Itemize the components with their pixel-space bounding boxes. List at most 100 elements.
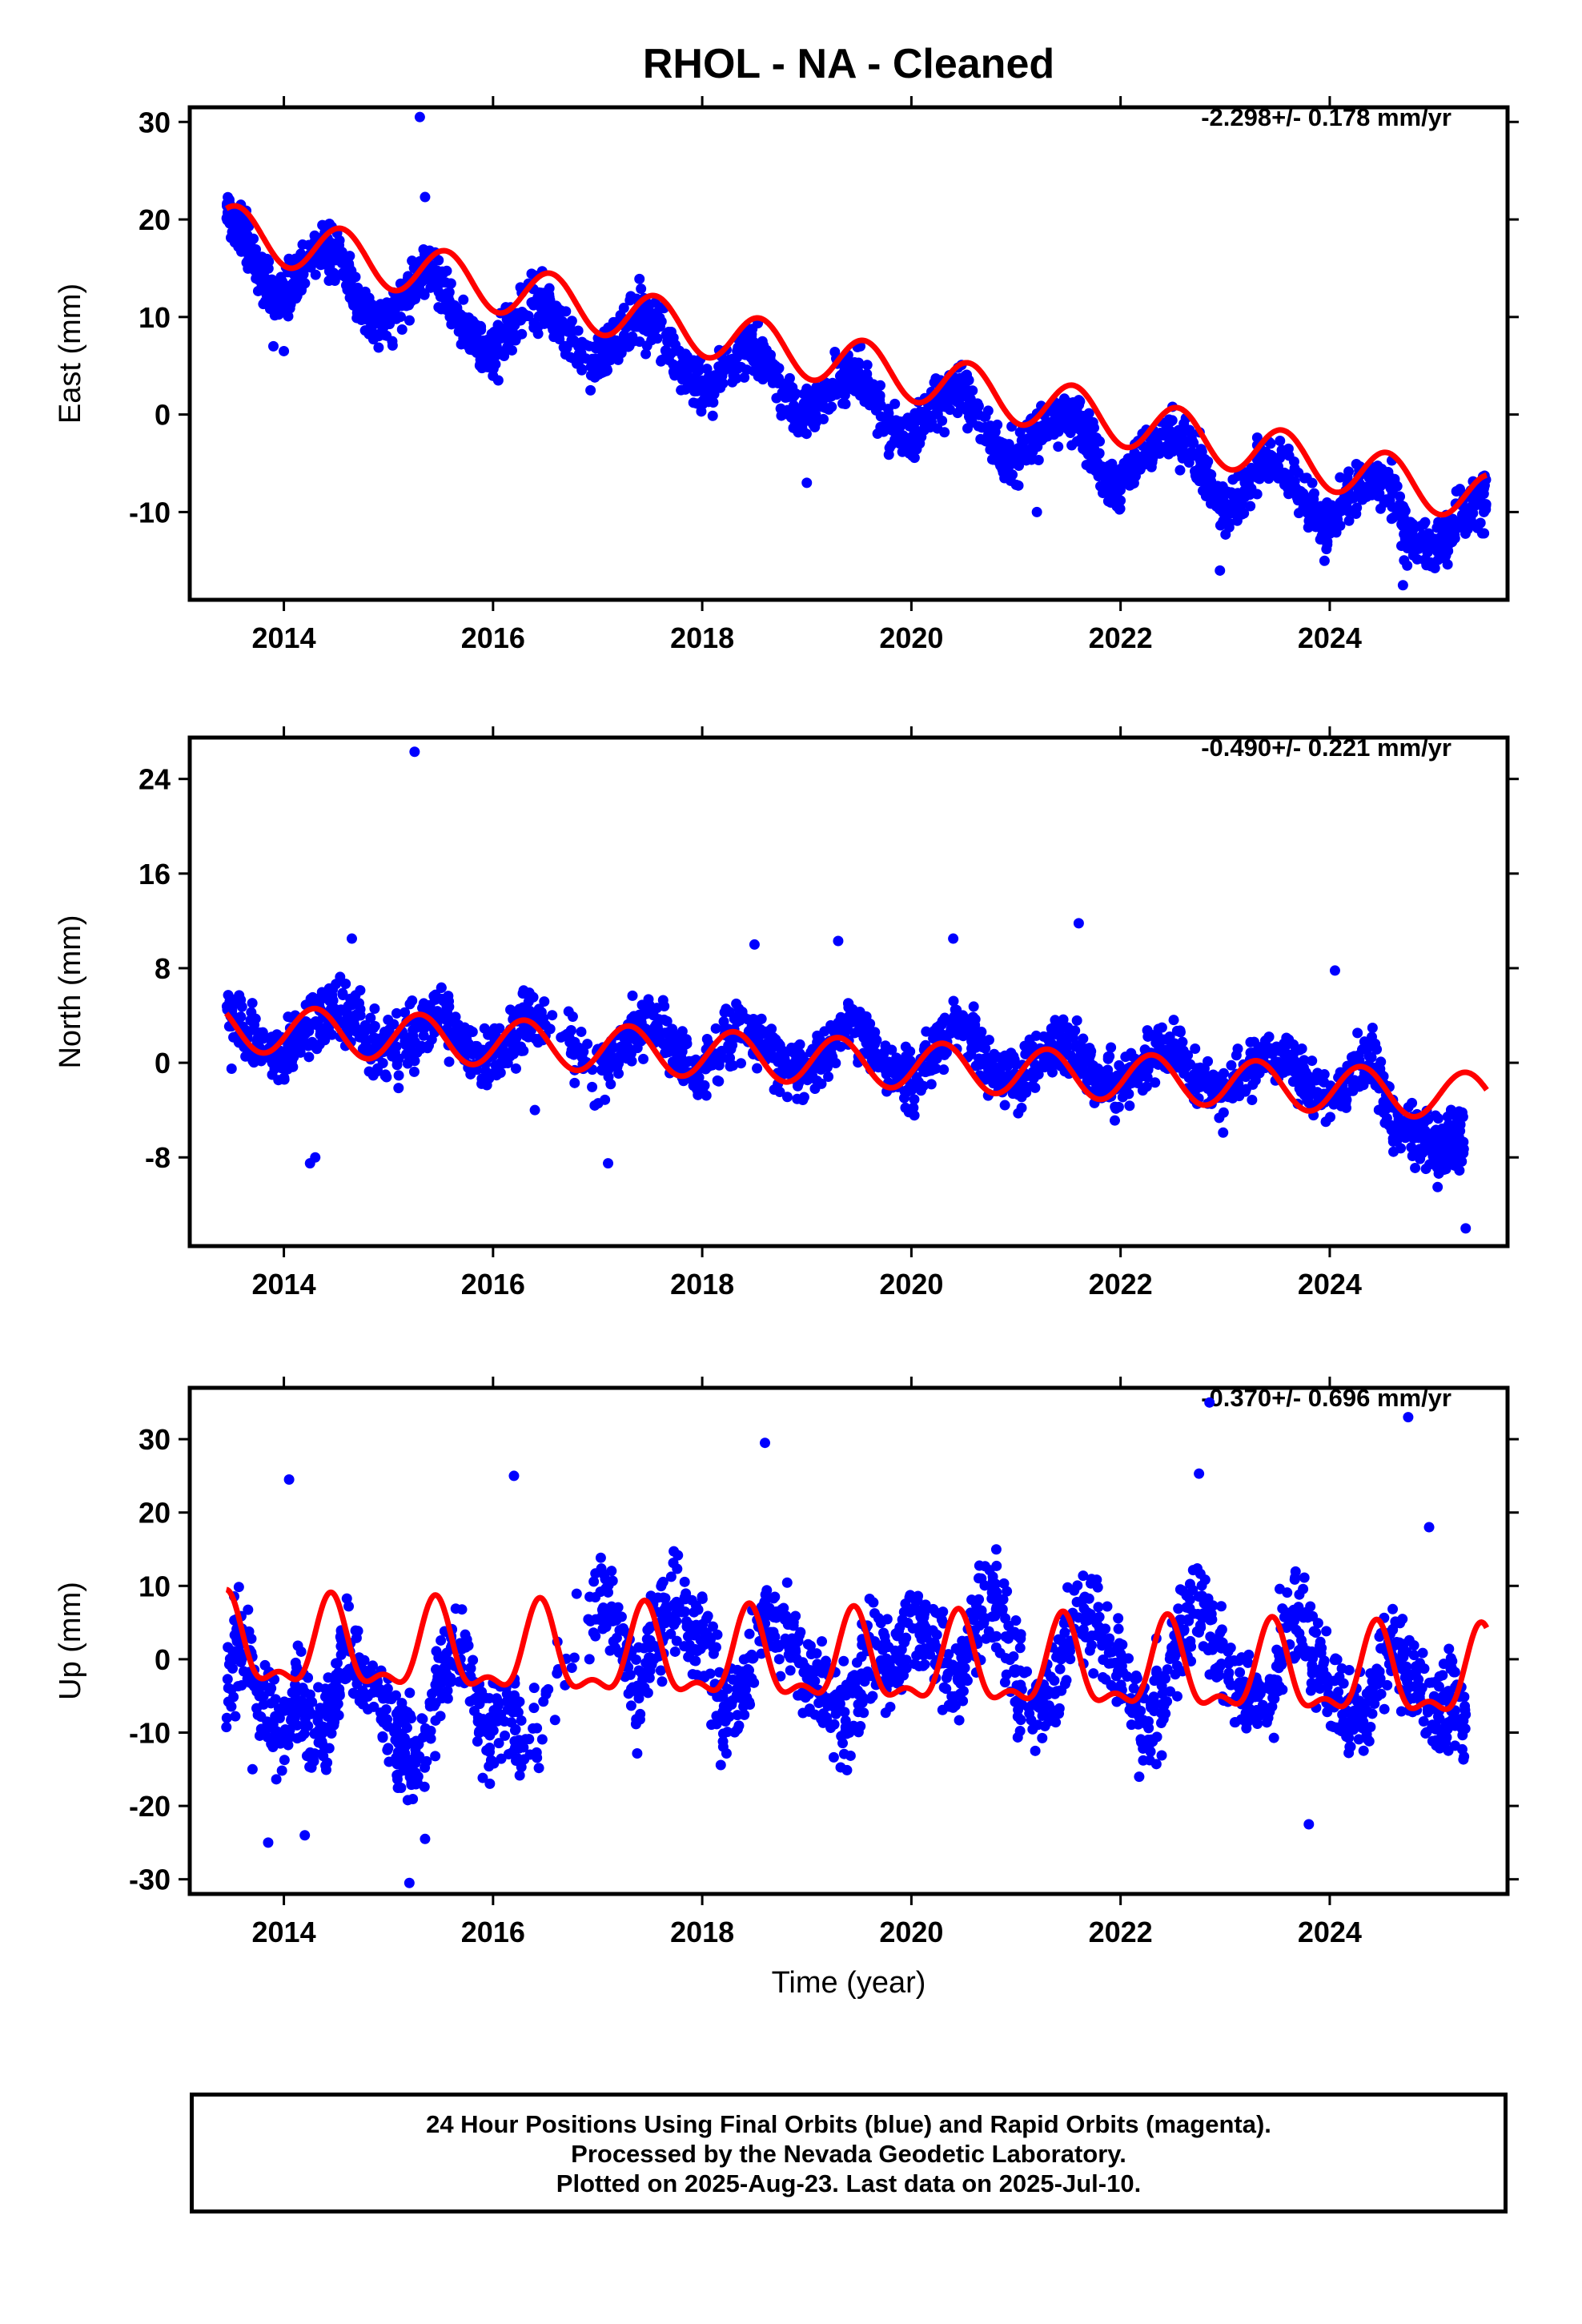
data-point <box>1395 512 1407 523</box>
data-point <box>1094 436 1106 447</box>
data-point <box>308 1755 319 1767</box>
data-point <box>1431 1159 1443 1170</box>
data-point <box>568 352 579 364</box>
data-point <box>1341 1102 1352 1113</box>
data-point <box>937 415 948 426</box>
data-point <box>792 1080 803 1092</box>
data-point <box>1307 1055 1318 1067</box>
data-point <box>488 345 499 356</box>
data-point <box>707 410 718 421</box>
data-point <box>1299 1055 1310 1066</box>
data-point <box>458 330 469 341</box>
data-point <box>258 1033 269 1044</box>
data-point <box>570 1043 581 1055</box>
data-point <box>1233 1078 1244 1089</box>
data-point <box>544 283 555 294</box>
y-tick-label: 30 <box>139 1423 171 1456</box>
data-point <box>1408 1130 1419 1141</box>
data-point <box>310 1041 321 1052</box>
data-point <box>1408 533 1419 544</box>
data-point <box>615 1050 626 1061</box>
data-point <box>230 1711 241 1722</box>
data-point <box>1183 1072 1195 1084</box>
data-point <box>1445 1104 1456 1116</box>
data-point <box>363 1666 374 1677</box>
data-point <box>402 1058 413 1069</box>
data-point <box>341 1667 352 1678</box>
data-point <box>1127 475 1138 486</box>
data-point <box>569 1077 580 1088</box>
x-tick-label: 2018 <box>670 621 734 654</box>
data-point <box>1115 495 1126 506</box>
data-point <box>1275 435 1286 446</box>
data-point <box>334 235 345 246</box>
data-point <box>1315 521 1326 533</box>
data-point <box>290 276 301 287</box>
data-point <box>276 1765 287 1776</box>
data-point <box>344 1013 355 1024</box>
data-point <box>1243 477 1255 489</box>
data-point <box>1168 1015 1179 1026</box>
data-point <box>1178 1045 1189 1056</box>
x-tick-label: 2018 <box>670 1916 734 1948</box>
data-point <box>782 404 793 416</box>
data-point <box>1190 1043 1201 1054</box>
data-point <box>802 1075 813 1086</box>
data-point <box>275 271 287 283</box>
y-tick-label: -10 <box>129 1716 171 1749</box>
data-point <box>383 1743 394 1754</box>
data-point <box>908 1102 919 1113</box>
data-point <box>419 249 430 260</box>
data-point <box>1389 473 1400 485</box>
data-point <box>677 1026 688 1037</box>
data-point <box>817 397 828 408</box>
data-point <box>375 316 386 328</box>
data-point <box>983 1035 994 1046</box>
data-point <box>1288 456 1299 467</box>
y-axis-label: Up (mm) <box>54 1582 87 1700</box>
data-point <box>928 1033 939 1044</box>
data-point <box>939 1049 950 1060</box>
data-point <box>817 413 829 424</box>
data-point <box>310 269 321 280</box>
data-point <box>1053 1059 1064 1070</box>
data-point <box>1335 520 1346 531</box>
data-point <box>544 1023 556 1035</box>
data-point <box>762 359 773 370</box>
data-point <box>1053 1018 1064 1029</box>
data-point <box>386 1694 397 1705</box>
data-point <box>295 248 307 259</box>
data-point <box>972 1027 983 1039</box>
data-point <box>298 1023 309 1034</box>
x-tick-label: 2016 <box>461 1916 525 1948</box>
data-point <box>806 1065 817 1076</box>
data-point <box>627 990 638 1001</box>
data-point <box>443 292 454 303</box>
data-point <box>703 391 714 402</box>
x-tick-label: 2022 <box>1089 621 1153 654</box>
data-point <box>1141 1081 1152 1092</box>
model-curve <box>224 203 1488 518</box>
data-point <box>251 244 262 255</box>
data-point <box>1162 423 1174 434</box>
data-point <box>715 382 726 393</box>
data-point <box>1107 476 1118 488</box>
data-point <box>798 1092 809 1103</box>
data-point <box>998 447 1009 458</box>
data-point <box>223 207 234 219</box>
data-point <box>382 1683 393 1695</box>
data-point <box>1146 461 1157 472</box>
data-point <box>1178 435 1189 446</box>
x-tick-label: 2016 <box>461 1268 525 1301</box>
data-point <box>886 1044 897 1055</box>
y-axis-label: North (mm) <box>54 915 87 1068</box>
data-point <box>1407 518 1418 529</box>
data-point <box>419 1781 430 1792</box>
data-point <box>495 1067 506 1078</box>
data-point <box>1271 463 1283 474</box>
data-point <box>296 1701 307 1712</box>
data-point <box>1016 1102 1027 1113</box>
data-point <box>1406 1142 1417 1153</box>
data-point <box>260 1723 271 1735</box>
